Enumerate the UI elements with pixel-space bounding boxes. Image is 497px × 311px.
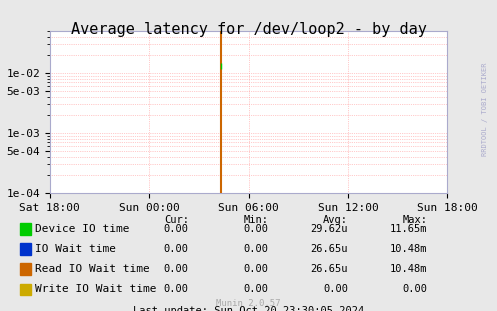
Text: 26.65u: 26.65u xyxy=(311,244,348,254)
Text: 0.00: 0.00 xyxy=(244,284,268,294)
Text: 11.65m: 11.65m xyxy=(390,224,427,234)
Text: Read IO Wait time: Read IO Wait time xyxy=(35,264,150,274)
Text: IO Wait time: IO Wait time xyxy=(35,244,116,254)
Text: Last update: Sun Oct 20 23:30:05 2024: Last update: Sun Oct 20 23:30:05 2024 xyxy=(133,305,364,311)
Text: Average latency for /dev/loop2 - by day: Average latency for /dev/loop2 - by day xyxy=(71,22,426,37)
Text: 0.00: 0.00 xyxy=(164,224,189,234)
Text: 29.62u: 29.62u xyxy=(311,224,348,234)
Text: 0.00: 0.00 xyxy=(164,264,189,274)
Text: Cur:: Cur: xyxy=(164,215,189,225)
Text: 0.00: 0.00 xyxy=(244,224,268,234)
Text: Avg:: Avg: xyxy=(323,215,348,225)
Text: 0.00: 0.00 xyxy=(323,284,348,294)
Text: Munin 2.0.57: Munin 2.0.57 xyxy=(216,299,281,308)
Text: 0.00: 0.00 xyxy=(403,284,427,294)
Text: RRDTOOL / TOBI OETIKER: RRDTOOL / TOBI OETIKER xyxy=(482,62,488,156)
Text: 26.65u: 26.65u xyxy=(311,264,348,274)
Text: 0.00: 0.00 xyxy=(244,244,268,254)
Text: Write IO Wait time: Write IO Wait time xyxy=(35,284,156,294)
Text: Max:: Max: xyxy=(403,215,427,225)
Text: Device IO time: Device IO time xyxy=(35,224,129,234)
Text: 0.00: 0.00 xyxy=(164,244,189,254)
Text: 0.00: 0.00 xyxy=(244,264,268,274)
Text: 10.48m: 10.48m xyxy=(390,264,427,274)
Text: 10.48m: 10.48m xyxy=(390,244,427,254)
Text: Min:: Min: xyxy=(244,215,268,225)
Text: 0.00: 0.00 xyxy=(164,284,189,294)
